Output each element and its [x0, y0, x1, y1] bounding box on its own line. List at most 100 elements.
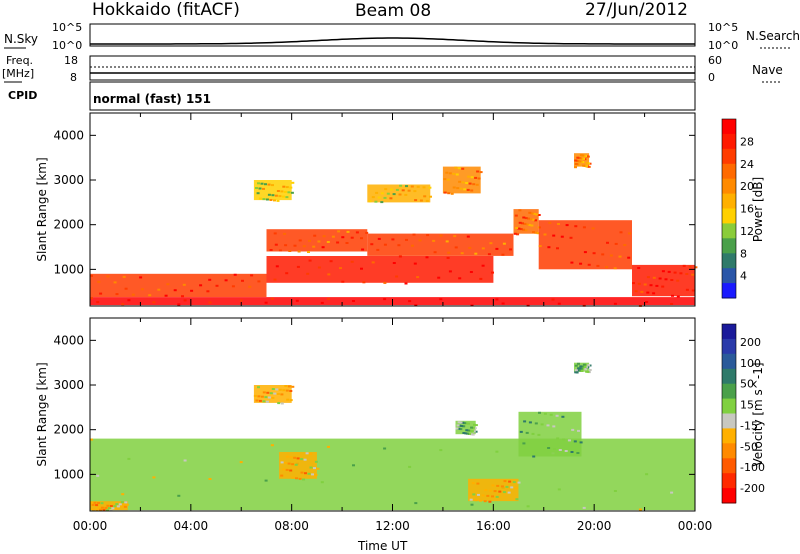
data-speckle: [613, 302, 617, 305]
data-speckle: [447, 251, 451, 254]
data-speckle: [676, 295, 680, 298]
data-speckle: [477, 493, 480, 496]
data-speckle: [285, 272, 289, 275]
data-speckle: [452, 172, 456, 175]
data-speckle: [327, 445, 330, 448]
data-speckle: [262, 391, 266, 394]
data-speckle: [327, 273, 331, 276]
data-speckle: [173, 289, 177, 292]
data-speckle: [606, 241, 609, 244]
data-speckle: [429, 195, 432, 198]
data-speckle: [479, 277, 483, 280]
data-speckle: [463, 422, 467, 425]
data-speckle: [583, 251, 587, 254]
data-speckle: [96, 474, 100, 477]
data-speckle: [309, 452, 313, 455]
data-speckle: [538, 411, 541, 414]
colorbar-segment: [722, 443, 736, 459]
data-speckle: [275, 265, 279, 268]
data-speckle: [514, 214, 518, 217]
data-speckle: [255, 399, 259, 402]
data-speckle: [498, 490, 502, 493]
data-speckle: [577, 429, 580, 432]
x-tick-label: 08:00: [274, 519, 309, 533]
nave-label: Nave: [752, 63, 783, 77]
data-speckle: [355, 231, 359, 234]
data-speckle: [368, 200, 372, 203]
data-speckle: [627, 256, 631, 259]
data-speckle: [320, 301, 324, 304]
data-speckle: [426, 234, 430, 237]
data-speckle: [326, 241, 330, 243]
data-speckle: [556, 247, 559, 250]
data-speckle: [463, 188, 467, 191]
data-speckle: [286, 398, 290, 401]
data-speckle: [466, 432, 470, 435]
data-speckle: [164, 294, 168, 297]
data-speckle: [284, 462, 288, 464]
data-speckle: [446, 178, 450, 181]
data-speckle: [517, 227, 521, 230]
data-speckle: [276, 393, 280, 395]
colorbar-segment: [722, 338, 736, 355]
data-speckle: [262, 400, 266, 403]
data-speckle: [670, 491, 674, 494]
data-speckle: [489, 242, 493, 245]
data-speckle: [574, 159, 578, 162]
data-speckle: [495, 450, 499, 453]
data-speckle: [297, 250, 301, 253]
data-speckle: [321, 246, 325, 249]
data-speckle: [280, 474, 284, 477]
data-speckle: [231, 285, 235, 288]
data-speckle: [102, 509, 106, 511]
data-speckle: [522, 228, 526, 231]
data-speckle: [605, 266, 609, 269]
data-speckle: [491, 271, 494, 274]
data-speckle: [404, 282, 408, 285]
data-speckle: [413, 262, 417, 265]
data-speckle: [527, 217, 530, 220]
data-speckle: [182, 283, 186, 286]
data-speckle: [461, 181, 465, 184]
data-speckle: [215, 284, 219, 287]
data-speckle: [552, 425, 556, 428]
data-speckle: [346, 230, 350, 233]
data-speckle: [341, 236, 345, 239]
x-tick-label: 16:00: [476, 519, 511, 533]
data-speckle: [691, 289, 695, 292]
data-speckle: [208, 478, 212, 480]
y-axis-label: Slant Range [km]: [35, 157, 49, 261]
colorbar-tick-label: 24: [740, 158, 754, 171]
data-speckle: [120, 501, 124, 504]
data-speckle: [528, 211, 532, 214]
data-speckle: [90, 274, 93, 277]
data-speckle: [345, 242, 349, 244]
data-speckle: [407, 189, 411, 192]
data-speckle: [619, 231, 623, 234]
data-speckle: [257, 386, 260, 389]
data-speckle: [425, 256, 429, 259]
colorbar-tick-label: 8: [740, 247, 747, 260]
data-speckle: [289, 390, 293, 392]
data-speckle: [90, 297, 93, 300]
data-speckle: [547, 447, 551, 449]
data-speckle: [264, 479, 268, 482]
data-speckle: [371, 261, 375, 264]
nsearch-tick-top: 10^5: [708, 21, 739, 34]
data-speckle: [302, 245, 306, 248]
data-speckle: [317, 240, 321, 243]
data-speckle: [208, 301, 212, 304]
data-speckle: [465, 182, 469, 184]
y-tick-label: 3000: [53, 378, 84, 392]
data-speckle: [558, 449, 562, 451]
data-speckle: [557, 223, 560, 225]
data-speckle: [95, 508, 99, 511]
data-speckle: [601, 253, 605, 256]
data-speckle: [557, 302, 561, 305]
freq-panel-frame: [89, 55, 696, 81]
freq-tick-top: 18: [64, 54, 78, 67]
data-speckle: [553, 448, 556, 450]
nsearch-tick-bottom: 10^0: [708, 39, 739, 52]
data-speckle: [637, 267, 641, 269]
data-speckle: [481, 264, 485, 267]
